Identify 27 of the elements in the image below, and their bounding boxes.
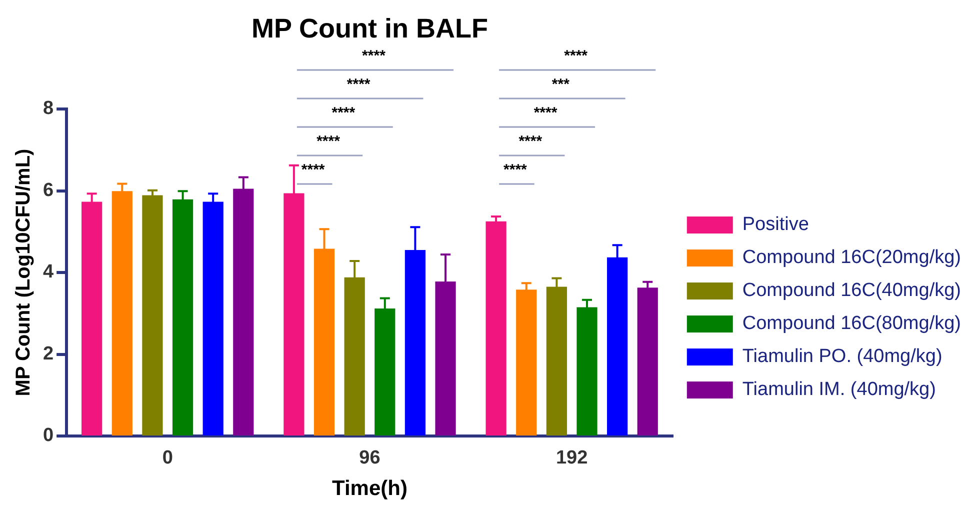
y-axis-title: MP Count (Log10CFU/mL) (12, 148, 35, 396)
x-tick-label: 96 (359, 448, 380, 469)
text: **** (362, 48, 386, 65)
text: **** (346, 76, 370, 94)
legend-label: Compound 16C(80mg/kg) (742, 313, 962, 334)
text: **** (564, 48, 588, 65)
y-tick-label: 6 (42, 180, 54, 201)
legend-label: Compound 16C(40mg/kg) (742, 280, 962, 302)
legend-label: Tiamulin IM. (40mg/kg) (742, 379, 936, 400)
y-tick-label: 8 (42, 98, 54, 120)
annotation: **** (316, 133, 340, 150)
chart-title: MP Count in BALF (251, 13, 488, 44)
annotation: **** (332, 104, 356, 122)
x-axis-title: Time(h) (332, 477, 408, 500)
x-tick-label: 0 (162, 448, 173, 469)
annotation: **** (504, 162, 528, 179)
y-tick-label: 0 (42, 425, 54, 446)
y-tick-label: 4 (42, 262, 54, 283)
legend-label: Positive (742, 214, 809, 236)
legend-label: Tiamulin PO. (40mg/kg) (742, 346, 942, 368)
text: *** (552, 76, 570, 94)
legend-label: Compound 16C(20mg/kg) (742, 247, 962, 268)
annotation: **** (534, 104, 558, 122)
x-tick-label: 192 (556, 448, 588, 469)
annotation: **** (301, 162, 325, 179)
y-tick-label: 2 (42, 343, 54, 364)
annotation: **** (518, 133, 542, 150)
